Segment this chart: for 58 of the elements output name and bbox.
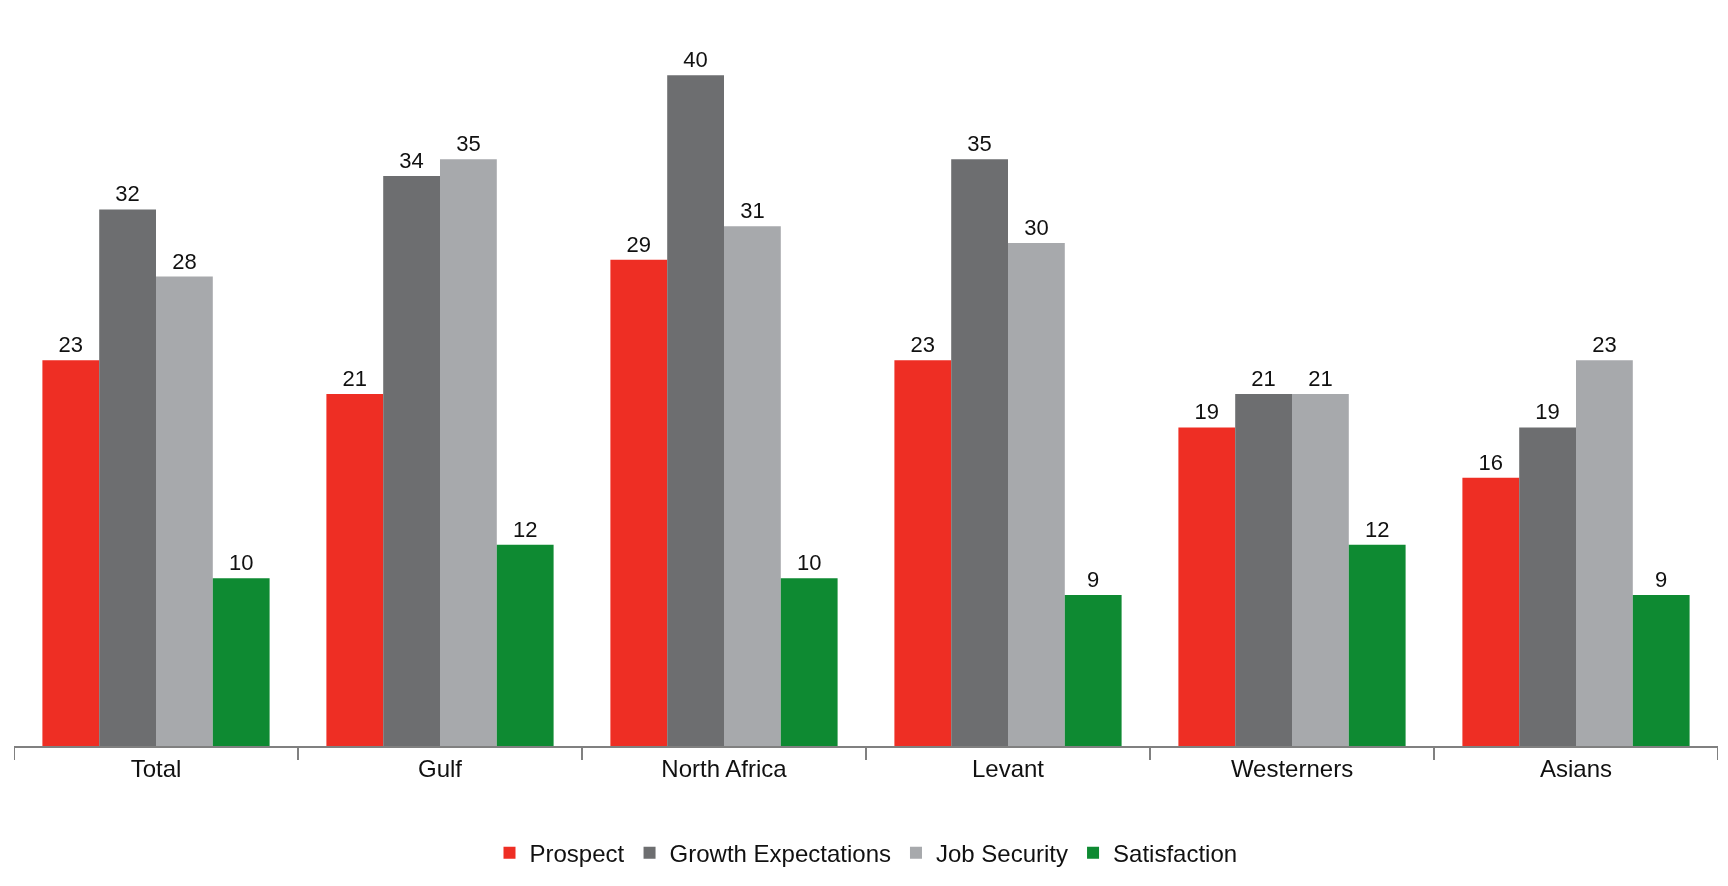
data-label: 21 — [1308, 365, 1333, 391]
x-tick-label: Levant — [971, 754, 1045, 782]
x-tick-label: Total — [130, 754, 182, 782]
bar — [326, 393, 384, 746]
data-label: 34 — [399, 147, 424, 173]
data-label: 40 — [683, 47, 708, 73]
bar — [156, 276, 213, 746]
bar — [780, 578, 838, 746]
data-label: 12 — [512, 516, 538, 542]
data-label: 23 — [58, 332, 84, 358]
data-label: 16 — [1478, 449, 1504, 475]
bar — [724, 226, 781, 746]
bar — [951, 159, 1008, 746]
data-label: 10 — [796, 550, 822, 576]
x-tick-label: North Africa — [661, 754, 788, 782]
bar — [667, 75, 724, 746]
x-tick-label: Gulf — [417, 754, 463, 782]
x-tick-label: Westerners — [1230, 754, 1354, 782]
bar — [383, 175, 440, 746]
legend-label: Job Security — [935, 840, 1069, 868]
data-label: 10 — [228, 550, 254, 576]
data-label: 23 — [910, 332, 936, 358]
data-label: 9 — [1655, 567, 1668, 593]
bar — [1064, 595, 1122, 746]
legend-label: Growth Expectations — [669, 840, 891, 868]
bar — [1519, 427, 1576, 746]
bar — [440, 159, 497, 746]
bar — [1008, 242, 1065, 746]
bar — [99, 209, 156, 746]
bar — [1235, 393, 1292, 746]
data-label: 35 — [967, 131, 992, 157]
bar — [212, 578, 270, 746]
data-label: 32 — [115, 181, 140, 207]
bar — [1632, 595, 1690, 746]
bar — [1348, 544, 1406, 746]
data-label: 12 — [1364, 516, 1390, 542]
data-label: 28 — [172, 248, 197, 274]
data-label: 30 — [1024, 214, 1049, 240]
bar — [496, 544, 554, 746]
data-label: 31 — [740, 198, 765, 224]
bar — [1462, 477, 1520, 746]
data-label: 23 — [1592, 332, 1617, 358]
data-label: 35 — [456, 131, 481, 157]
bar — [42, 360, 100, 746]
legend-label: Satisfaction — [1113, 840, 1238, 868]
data-label: 21 — [1251, 365, 1276, 391]
data-label: 29 — [626, 231, 652, 257]
data-label: 19 — [1194, 399, 1220, 425]
bar — [610, 259, 668, 746]
x-tick-label: Asians — [1539, 754, 1613, 782]
bar — [1178, 427, 1236, 746]
bar — [1576, 360, 1633, 746]
bar — [1292, 393, 1349, 746]
legend-label: Prospect — [529, 840, 625, 868]
data-label: 21 — [342, 365, 368, 391]
data-label: 9 — [1087, 567, 1100, 593]
bar — [894, 360, 952, 746]
data-label: 19 — [1535, 399, 1560, 425]
